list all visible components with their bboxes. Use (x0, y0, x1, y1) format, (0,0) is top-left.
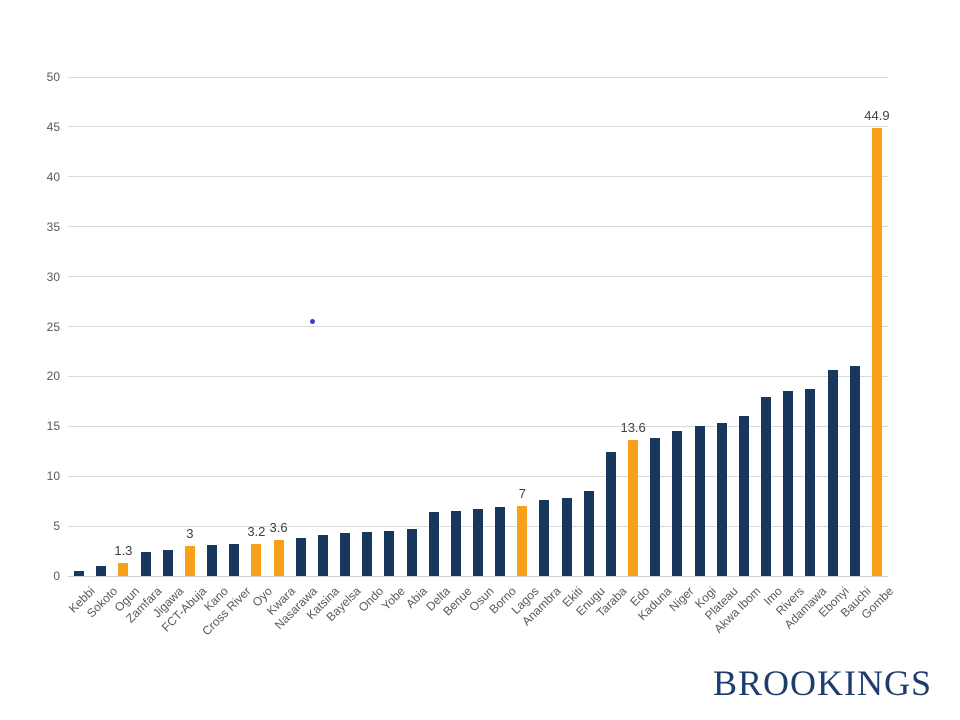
bar-bayelsa (340, 533, 351, 576)
y-tick-label-20: 20 (46, 369, 60, 384)
bar-kano (207, 545, 218, 576)
bar-zamfara (140, 552, 151, 576)
bar-kaduna (650, 438, 661, 576)
gridline-30 (68, 276, 888, 278)
gridline-40 (68, 176, 888, 178)
bar-kogi (694, 426, 705, 576)
data-label-lagos: 7 (518, 486, 526, 502)
y-tick-label-35: 35 (46, 219, 60, 234)
bar-anambra (539, 500, 550, 576)
y-tick-label-30: 30 (46, 269, 60, 284)
bar-taraba (605, 452, 616, 576)
stray-ink-dot (310, 319, 315, 324)
bar-rivers (783, 391, 794, 576)
bar-benue (450, 511, 461, 576)
x-tick-label-niger: Niger (666, 584, 697, 615)
bar-sokoto (96, 566, 107, 576)
bar-adamawa (805, 389, 816, 576)
bar-ondo (362, 532, 373, 576)
gridline-20 (68, 375, 888, 377)
gridline-10 (68, 475, 888, 477)
gridline-25 (68, 326, 888, 327)
bar-imo (761, 397, 772, 576)
data-label-ogun: 1.3 (114, 543, 133, 559)
x-axis-line (68, 575, 888, 577)
bar-abia (406, 529, 417, 576)
y-tick-label-5: 5 (53, 519, 60, 534)
bar-plateau (716, 423, 727, 576)
bar-akwa-ibom (738, 416, 749, 576)
bar-ebonyi (827, 370, 838, 576)
bar-cross-river (229, 544, 240, 576)
gridline-15 (68, 425, 888, 427)
bar-jigawa (162, 550, 173, 576)
gridline-50 (68, 76, 888, 78)
data-label-oyo: 3.2 (247, 524, 266, 540)
bar-ogun (118, 563, 129, 576)
bar-oyo (251, 544, 262, 576)
gridline-45 (68, 126, 888, 128)
data-label-kwara: 3.6 (269, 520, 288, 536)
bar-enugu (583, 491, 594, 576)
data-label-gombe: 44.9 (864, 107, 890, 123)
y-tick-label-25: 25 (46, 319, 60, 334)
y-tick-label-40: 40 (46, 169, 60, 184)
bar-katsina (317, 535, 328, 576)
bar-borno (495, 507, 506, 576)
y-tick-label-10: 10 (46, 469, 60, 484)
bar-kebbi (74, 571, 85, 576)
gridline-35 (68, 226, 888, 228)
data-label-fct-abuja: 3 (186, 526, 194, 542)
y-tick-label-50: 50 (46, 70, 60, 84)
bar-nasarawa (295, 538, 306, 576)
y-tick-label-45: 45 (46, 119, 60, 134)
bar-edo (628, 440, 639, 576)
bar-kwara (273, 540, 284, 576)
y-tick-label-15: 15 (46, 419, 60, 434)
y-tick-label-0: 0 (53, 569, 60, 583)
bar-gombe (871, 127, 882, 576)
bar-yobe (384, 531, 395, 576)
bar-osun (473, 509, 483, 576)
bar-ekiti (561, 498, 572, 576)
bar-bauchi (849, 366, 860, 576)
brookings-logo: BROOKINGS (712, 663, 932, 703)
bar-lagos (517, 506, 528, 576)
bar-delta (428, 512, 439, 576)
bar-fct-abuja (184, 546, 195, 576)
data-label-edo: 13.6 (620, 420, 646, 436)
bar-niger (672, 431, 683, 576)
